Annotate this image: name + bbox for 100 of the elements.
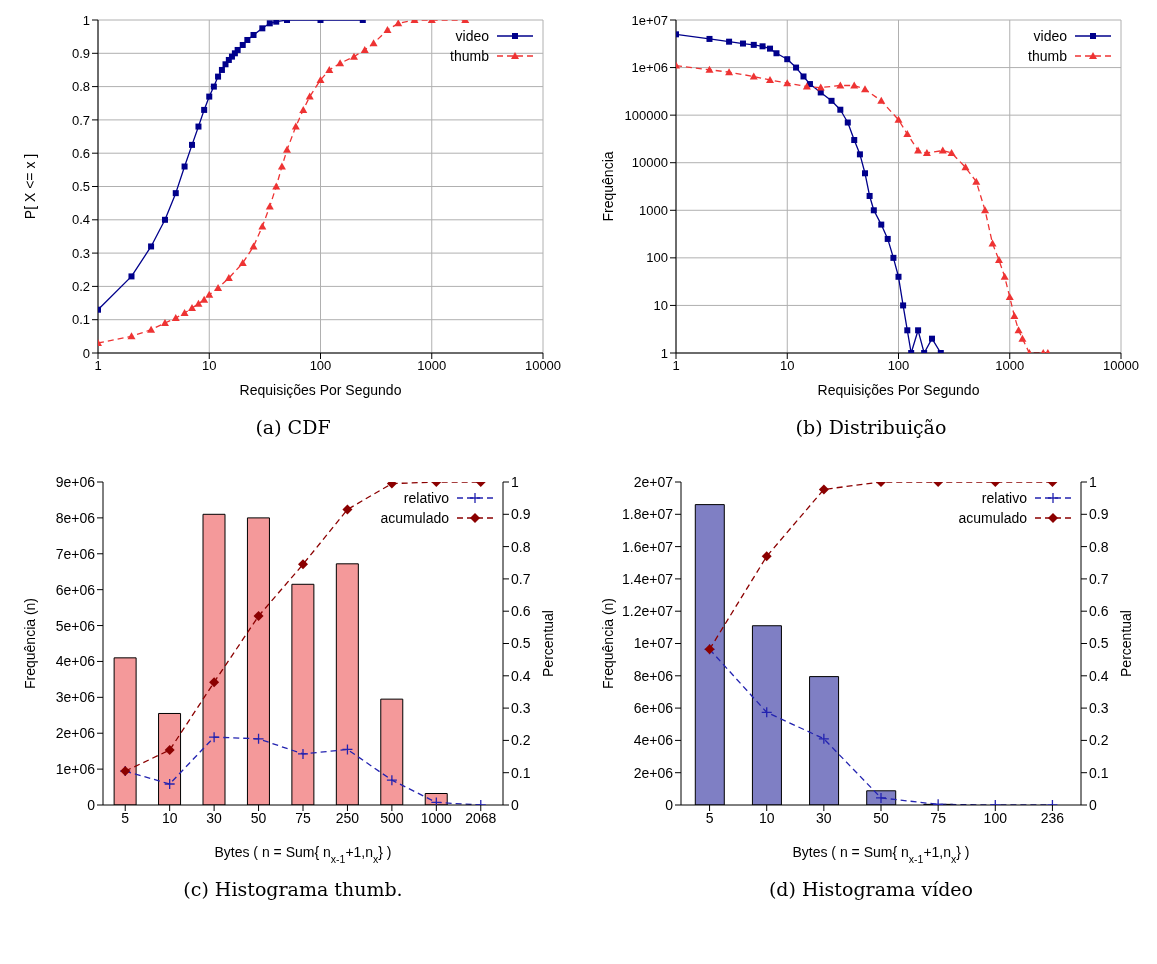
y2-tick-label: 0.8 xyxy=(511,538,531,555)
y-tick-label: 0 xyxy=(82,345,90,361)
y-tick-label: 1e+07 xyxy=(631,12,668,28)
x-tick-label: 50 xyxy=(250,809,267,826)
text: (a) CDF xyxy=(255,416,331,438)
x-tick-label: 30 xyxy=(816,809,832,826)
x-tick-label: 100 xyxy=(887,358,910,374)
x-tick-label: 30 xyxy=(206,809,223,826)
y-axis-title: Frequência (n) xyxy=(22,597,38,690)
x-axis-title: Requisições Por Segundo xyxy=(239,382,402,398)
y-tick-label: 0 xyxy=(665,796,674,813)
x-tick-label: 236 xyxy=(1040,809,1065,826)
y2-tick-label: 0.6 xyxy=(511,603,531,620)
y2-tick-label: 0.2 xyxy=(511,732,531,749)
y-tick-label: 2e+06 xyxy=(55,725,96,742)
y-tick-label: 1e+06 xyxy=(55,761,96,778)
y-tick-label: 1 xyxy=(82,12,90,28)
y2-tick-label: 1 xyxy=(511,473,519,490)
x-tick-label: 75 xyxy=(930,809,947,826)
text: (d) Histograma vídeo xyxy=(768,878,974,900)
y-tick-label: 1e+07 xyxy=(633,635,674,652)
x-tick-label: 1000 xyxy=(420,809,453,826)
y2-tick-label: 0.3 xyxy=(1089,700,1109,717)
x-axis-title: Requisições Por Segundo xyxy=(817,382,980,398)
legend-label: acumulado xyxy=(958,509,1027,528)
x-tick-label: 10000 xyxy=(1102,358,1140,374)
x-tick-label: 50 xyxy=(873,809,889,826)
y2-tick-label: 0.1 xyxy=(511,764,531,781)
y-tick-label: 7e+06 xyxy=(55,545,96,562)
y-tick-label: 100000 xyxy=(624,107,668,123)
y-tick-label: 0.7 xyxy=(71,112,90,128)
y-tick-label: 10000 xyxy=(631,155,668,171)
y2-tick-label: 0.9 xyxy=(1089,506,1109,523)
x-tick-label: 10 xyxy=(758,809,775,826)
x-tick-label: 100 xyxy=(983,809,1008,826)
y-axis-title: Frequência (n) xyxy=(600,597,616,690)
y2-tick-label: 0.7 xyxy=(1089,570,1109,587)
legend-label: relativo xyxy=(403,489,449,508)
y-tick-label: 8e+06 xyxy=(633,667,674,684)
y2-tick-label: 0.4 xyxy=(511,667,531,684)
y2-tick-label: 0.3 xyxy=(511,700,531,717)
y-tick-label: 2e+07 xyxy=(633,473,674,490)
x-tick-label: 10 xyxy=(202,358,217,374)
y2-tick-label: 1 xyxy=(1089,473,1097,490)
x-axis-title: Bytes ( n = Sum{ n$_{x-1}$+1,n$_{x}$} ) xyxy=(214,844,392,865)
y-tick-label: 1 xyxy=(660,345,668,361)
x-tick-label: 1000 xyxy=(995,358,1025,374)
y2-tick-label: 0.8 xyxy=(1089,538,1109,555)
y-tick-label: 1.6e+07 xyxy=(622,538,674,555)
y-tick-label: 4e+06 xyxy=(55,653,96,670)
y2-tick-label: 0.6 xyxy=(1089,603,1109,620)
y-tick-label: 4e+06 xyxy=(633,732,674,749)
y2-axis-title: Percentual xyxy=(1118,610,1134,677)
y2-tick-label: 0.9 xyxy=(511,506,531,523)
y-tick-label: 2e+06 xyxy=(633,764,674,781)
x-tick-label: 500 xyxy=(380,809,404,826)
y2-tick-label: 0 xyxy=(511,796,519,813)
y2-tick-label: 0.7 xyxy=(511,570,531,587)
y2-axis-title: Percentual xyxy=(540,610,556,677)
y2-tick-label: 0.1 xyxy=(1089,764,1109,781)
y2-tick-label: 0.2 xyxy=(1089,732,1109,749)
y-tick-label: 0.9 xyxy=(71,45,90,61)
y-tick-label: 0.5 xyxy=(71,179,90,195)
y-tick-label: 9e+06 xyxy=(55,473,96,490)
y-axis-title: Frequência xyxy=(600,151,616,222)
legend-label: relativo xyxy=(981,489,1027,508)
y2-tick-label: 0.5 xyxy=(1089,635,1109,652)
y-tick-label: 8e+06 xyxy=(55,509,96,526)
y-tick-label: 0 xyxy=(87,796,96,813)
x-tick-label: 5 xyxy=(705,809,714,826)
legend-label: video xyxy=(1033,27,1067,46)
y-tick-label: 10 xyxy=(653,298,668,314)
y-tick-label: 1.2e+07 xyxy=(622,603,674,620)
x-tick-label: 10000 xyxy=(524,358,562,374)
y2-tick-label: 0.5 xyxy=(511,635,531,652)
y-tick-label: 0.6 xyxy=(71,145,90,161)
legend-label: thumb xyxy=(450,47,489,66)
x-tick-label: 5 xyxy=(121,809,130,826)
y2-tick-label: 0.4 xyxy=(1089,667,1109,684)
x-tick-label: 250 xyxy=(335,809,360,826)
y2-tick-label: 0 xyxy=(1089,796,1097,813)
x-tick-label: 2068 xyxy=(465,809,497,826)
legend-label: acumulado xyxy=(380,509,449,528)
x-tick-label: 75 xyxy=(295,809,311,826)
legend-label: video xyxy=(455,27,489,46)
y-tick-label: 0.1 xyxy=(71,312,90,328)
x-axis-title: Bytes ( n = Sum{ n$_{x-1}$+1,n$_{x}$} ) xyxy=(792,844,970,865)
y-tick-label: 5e+06 xyxy=(55,617,96,634)
y-tick-label: 100 xyxy=(646,250,668,266)
legend-label: thumb xyxy=(1028,47,1067,66)
y-tick-label: 0.4 xyxy=(71,212,90,228)
y-tick-label: 0.2 xyxy=(71,279,90,295)
y-tick-label: 1.8e+07 xyxy=(622,506,674,523)
y-tick-label: 1000 xyxy=(639,202,668,218)
y-axis-title: P[ X <= x ] xyxy=(22,153,38,220)
text: (b) Distribuição xyxy=(795,416,947,438)
x-tick-label: 100 xyxy=(309,358,332,374)
y-tick-label: 0.8 xyxy=(71,79,90,95)
y-tick-label: 6e+06 xyxy=(55,581,96,598)
y-tick-label: 6e+06 xyxy=(633,700,674,717)
